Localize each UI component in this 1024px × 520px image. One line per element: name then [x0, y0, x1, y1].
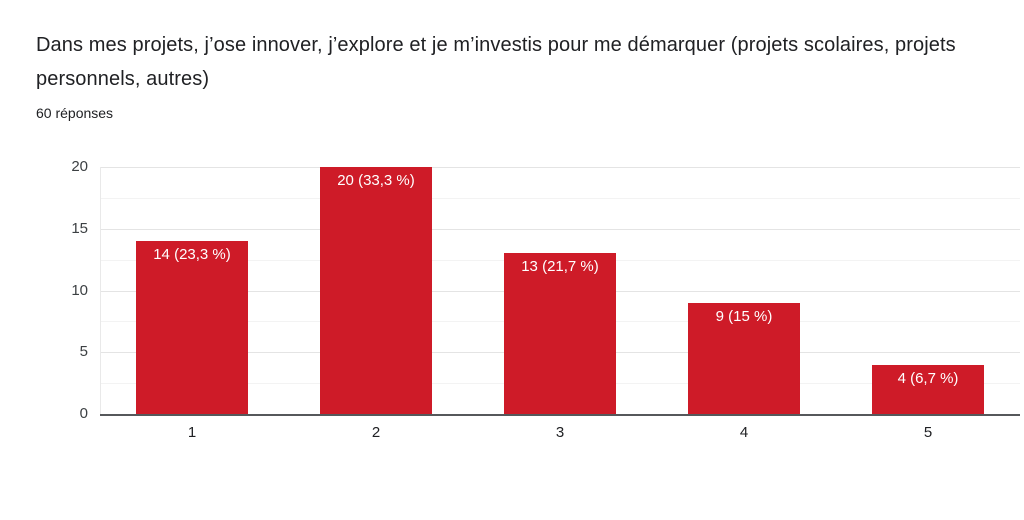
bar [320, 167, 432, 414]
x-tick-label: 4 [739, 424, 749, 441]
x-tick-label: 3 [555, 424, 565, 441]
bar-value-label: 20 (33,3 %) [337, 172, 415, 189]
gridline [100, 167, 1020, 168]
chart-header: Dans mes projets, j’ose innover, j’explo… [36, 28, 996, 121]
gridline [100, 197, 1020, 199]
question-title: Dans mes projets, j’ose innover, j’explo… [36, 34, 956, 90]
gridline [100, 228, 1020, 230]
x-axis-line [100, 414, 1020, 416]
bar [688, 302, 800, 414]
x-tick-label: 1 [187, 424, 197, 441]
bar-value-label: 14 (23,3 %) [153, 246, 231, 264]
x-tick-label: 2 [371, 424, 381, 441]
plot-left-border [100, 167, 101, 414]
y-tick-label: 10 [71, 281, 88, 299]
bar-value-label: 13 (21,7 %) [521, 258, 599, 276]
responses-count: 60 réponses [36, 105, 114, 121]
y-tick-label: 0 [79, 405, 88, 422]
y-tick-label: 15 [71, 219, 88, 237]
y-tick-label: 20 [71, 158, 88, 175]
bar [872, 364, 984, 414]
x-tick-label: 5 [923, 424, 933, 441]
bar [136, 241, 248, 414]
bar-chart: 0 5 10 15 20 14 (23,3 %) 1 20 (33,3 %) 2 13 (21,7… [0, 150, 1024, 460]
bar-value-label: 4 (6,7 %) [897, 369, 959, 387]
y-tick-label: 5 [79, 343, 88, 361]
bar-value-label: 9 (15 %) [715, 307, 773, 325]
bar [504, 253, 616, 414]
